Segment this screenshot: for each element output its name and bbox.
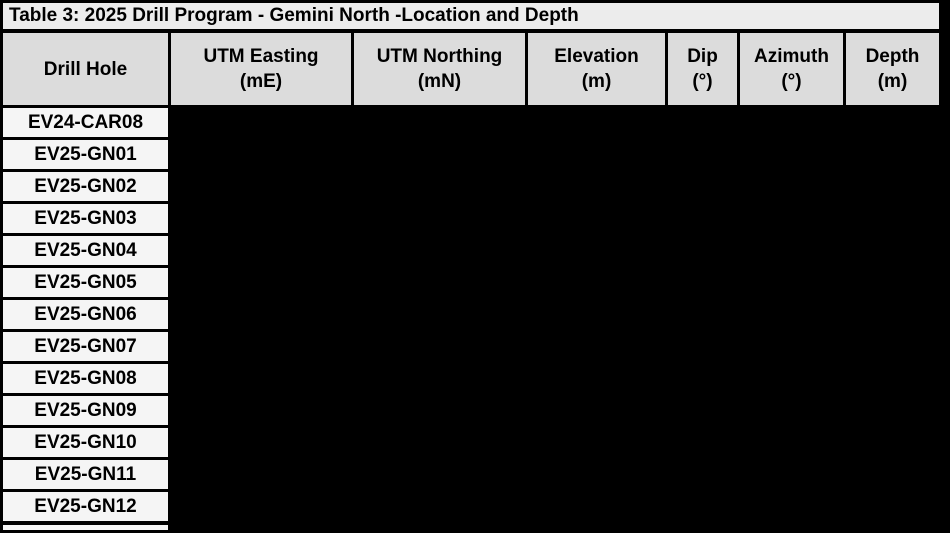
table-row: EV25-GN09 <box>3 396 936 425</box>
drill-hole-cell: EV25-GN10 <box>3 428 168 457</box>
drill-hole-cell: EV25-GN11 <box>3 460 168 489</box>
redacted-data-cells <box>168 172 936 201</box>
table-row: EV25-GN11 <box>3 460 936 489</box>
column-header-line1: Drill Hole <box>43 58 128 80</box>
drill-hole-cell: EV25-GN08 <box>3 364 168 393</box>
table-title: Table 3: 2025 Drill Program - Gemini Nor… <box>3 3 939 29</box>
column-header-utm-northing: UTM Northing (mN) <box>354 33 525 105</box>
table-row: EV25-GN03 <box>3 204 936 233</box>
column-header-line2: (m) <box>581 71 612 92</box>
column-header-line1: UTM Northing <box>376 46 503 67</box>
drill-hole-cell: EV25-GN12 <box>3 492 168 521</box>
redacted-data-cells <box>168 108 936 137</box>
column-header-line2: (m) <box>877 71 908 92</box>
column-header-depth: Depth (m) <box>846 33 939 105</box>
table-row: EV25-GN10 <box>3 428 936 457</box>
column-header-elevation: Elevation (m) <box>528 33 665 105</box>
drill-hole-cell: EV25-GN02 <box>3 172 168 201</box>
drill-hole-cell: EV25-GN03 <box>3 204 168 233</box>
column-header-line1: Dip <box>687 46 718 67</box>
drill-hole-cell: EV25-GN09 <box>3 396 168 425</box>
partial-row-sliver <box>3 525 168 530</box>
drill-hole-cell: EV25-GN04 <box>3 236 168 265</box>
redacted-data-cells <box>168 460 936 489</box>
column-header-line1: UTM Easting <box>203 46 319 67</box>
column-header-line1: Azimuth <box>754 46 829 67</box>
drill-hole-cell: EV25-GN06 <box>3 300 168 329</box>
redacted-data-cells <box>168 332 936 361</box>
column-header-utm-easting: UTM Easting (mE) <box>171 33 351 105</box>
column-header-line2: (°) <box>781 71 802 92</box>
table-row: EV25-GN04 <box>3 236 936 265</box>
redacted-data-cells <box>168 268 936 297</box>
column-header-azimuth: Azimuth (°) <box>740 33 843 105</box>
redacted-data-cells <box>168 364 936 393</box>
drill-hole-cell: EV24-CAR08 <box>3 108 168 137</box>
column-header-line2: (mE) <box>239 71 283 92</box>
column-header-line1: Elevation <box>554 46 639 67</box>
table-row: EV25-GN06 <box>3 300 936 329</box>
table-row: EV25-GN12 <box>3 492 936 521</box>
column-header-dip: Dip (°) <box>668 33 737 105</box>
table-row: EV25-GN08 <box>3 364 936 393</box>
drill-hole-cell: EV25-GN05 <box>3 268 168 297</box>
column-header-line2: (mN) <box>417 71 462 92</box>
table-row: EV25-GN07 <box>3 332 936 361</box>
redacted-data-cells <box>168 140 936 169</box>
drill-hole-cell: EV25-GN07 <box>3 332 168 361</box>
table-row: EV25-GN01 <box>3 140 936 169</box>
redacted-data-cells <box>168 428 936 457</box>
redacted-data-cells <box>168 300 936 329</box>
table-row: EV25-GN05 <box>3 268 936 297</box>
redacted-data-cells <box>168 236 936 265</box>
redacted-data-cells <box>168 204 936 233</box>
table-row: EV24-CAR08 <box>3 108 936 137</box>
table-body: EV24-CAR08 EV25-GN01 EV25-GN02 EV25-GN03… <box>3 108 936 530</box>
column-header-line1: Depth <box>865 46 920 67</box>
redacted-data-cells <box>168 492 936 521</box>
column-header-line2: (°) <box>692 71 713 92</box>
column-header-drill-hole: Drill Hole <box>3 33 168 105</box>
drill-hole-cell: EV25-GN01 <box>3 140 168 169</box>
table-header: Drill Hole UTM Easting (mE) UTM Northing (… <box>3 33 939 105</box>
table-row: EV25-GN02 <box>3 172 936 201</box>
redacted-data-cells <box>168 396 936 425</box>
